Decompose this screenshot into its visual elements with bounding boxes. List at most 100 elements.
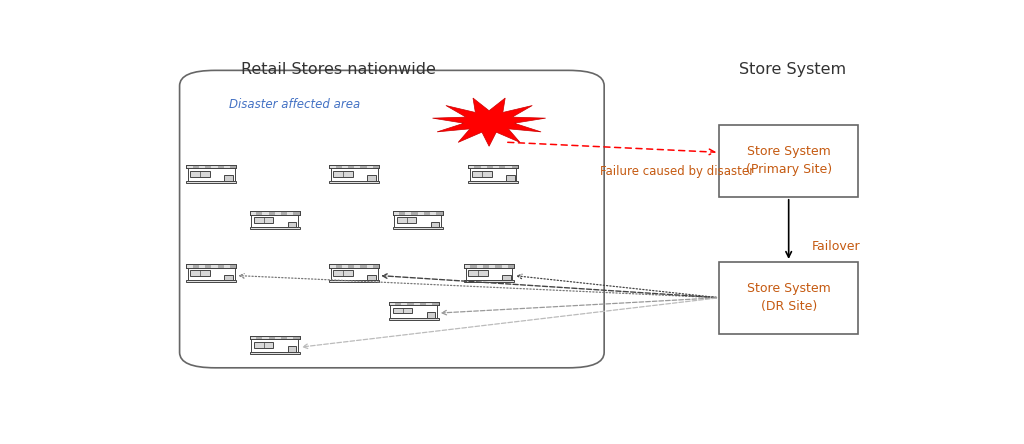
FancyBboxPatch shape <box>393 211 442 214</box>
FancyBboxPatch shape <box>464 280 514 282</box>
Polygon shape <box>432 98 546 146</box>
FancyBboxPatch shape <box>500 165 506 168</box>
FancyBboxPatch shape <box>193 165 199 168</box>
FancyBboxPatch shape <box>336 165 342 168</box>
FancyBboxPatch shape <box>224 274 232 280</box>
FancyBboxPatch shape <box>179 71 604 368</box>
FancyBboxPatch shape <box>373 264 379 268</box>
FancyBboxPatch shape <box>268 211 274 214</box>
FancyBboxPatch shape <box>224 175 232 181</box>
FancyBboxPatch shape <box>474 165 480 168</box>
Text: Failover: Failover <box>812 240 861 253</box>
FancyBboxPatch shape <box>368 175 376 181</box>
FancyBboxPatch shape <box>268 336 274 339</box>
FancyBboxPatch shape <box>333 270 353 276</box>
FancyBboxPatch shape <box>252 339 298 352</box>
FancyBboxPatch shape <box>390 305 437 317</box>
FancyBboxPatch shape <box>389 317 438 320</box>
FancyBboxPatch shape <box>186 181 237 183</box>
FancyBboxPatch shape <box>486 165 494 168</box>
FancyBboxPatch shape <box>254 218 273 223</box>
FancyBboxPatch shape <box>373 165 379 168</box>
FancyBboxPatch shape <box>330 264 379 268</box>
FancyBboxPatch shape <box>472 171 492 177</box>
FancyBboxPatch shape <box>436 211 442 214</box>
FancyBboxPatch shape <box>389 301 438 305</box>
FancyBboxPatch shape <box>252 214 298 227</box>
FancyBboxPatch shape <box>508 264 514 268</box>
FancyBboxPatch shape <box>506 175 515 181</box>
FancyBboxPatch shape <box>468 270 487 276</box>
FancyBboxPatch shape <box>360 264 367 268</box>
FancyBboxPatch shape <box>512 165 518 168</box>
FancyBboxPatch shape <box>193 264 199 268</box>
FancyBboxPatch shape <box>281 211 288 214</box>
FancyBboxPatch shape <box>190 171 210 177</box>
FancyBboxPatch shape <box>333 171 353 177</box>
FancyBboxPatch shape <box>230 264 237 268</box>
FancyBboxPatch shape <box>288 222 296 227</box>
FancyBboxPatch shape <box>719 262 858 333</box>
FancyBboxPatch shape <box>256 211 262 214</box>
FancyBboxPatch shape <box>288 346 296 352</box>
Text: Retail Stores nationwide: Retail Stores nationwide <box>241 62 436 77</box>
FancyBboxPatch shape <box>188 268 234 280</box>
FancyBboxPatch shape <box>250 227 300 229</box>
FancyBboxPatch shape <box>396 218 417 223</box>
Text: Disaster affected area: Disaster affected area <box>229 98 360 111</box>
FancyBboxPatch shape <box>256 336 262 339</box>
FancyBboxPatch shape <box>348 264 354 268</box>
FancyBboxPatch shape <box>188 168 234 181</box>
Text: Store System
(DR Site): Store System (DR Site) <box>746 282 830 313</box>
Text: Failure caused by disaster: Failure caused by disaster <box>600 165 755 178</box>
FancyBboxPatch shape <box>250 211 300 214</box>
FancyBboxPatch shape <box>331 268 378 280</box>
FancyBboxPatch shape <box>190 270 210 276</box>
FancyBboxPatch shape <box>250 336 300 339</box>
FancyBboxPatch shape <box>399 211 406 214</box>
FancyBboxPatch shape <box>331 168 378 181</box>
FancyBboxPatch shape <box>217 165 224 168</box>
Text: Store System: Store System <box>739 62 847 77</box>
FancyBboxPatch shape <box>230 165 237 168</box>
FancyBboxPatch shape <box>427 312 435 317</box>
FancyBboxPatch shape <box>393 227 442 229</box>
FancyBboxPatch shape <box>186 165 237 168</box>
FancyBboxPatch shape <box>395 301 401 305</box>
FancyBboxPatch shape <box>330 165 379 168</box>
FancyBboxPatch shape <box>393 308 413 313</box>
FancyBboxPatch shape <box>468 165 518 168</box>
FancyBboxPatch shape <box>250 352 300 354</box>
FancyBboxPatch shape <box>432 301 438 305</box>
FancyBboxPatch shape <box>205 165 211 168</box>
FancyBboxPatch shape <box>412 211 418 214</box>
FancyBboxPatch shape <box>336 264 342 268</box>
FancyBboxPatch shape <box>186 264 237 268</box>
FancyBboxPatch shape <box>468 181 518 183</box>
FancyBboxPatch shape <box>466 268 512 280</box>
FancyBboxPatch shape <box>186 280 237 282</box>
FancyBboxPatch shape <box>330 280 379 282</box>
FancyBboxPatch shape <box>483 264 489 268</box>
FancyBboxPatch shape <box>719 125 858 197</box>
FancyBboxPatch shape <box>408 301 414 305</box>
FancyBboxPatch shape <box>496 264 502 268</box>
FancyBboxPatch shape <box>368 274 376 280</box>
Text: Store System
(Primary Site): Store System (Primary Site) <box>745 146 831 176</box>
FancyBboxPatch shape <box>254 342 273 348</box>
FancyBboxPatch shape <box>502 274 511 280</box>
FancyBboxPatch shape <box>394 214 441 227</box>
FancyBboxPatch shape <box>464 264 514 268</box>
FancyBboxPatch shape <box>294 336 300 339</box>
FancyBboxPatch shape <box>281 336 288 339</box>
FancyBboxPatch shape <box>470 264 476 268</box>
FancyBboxPatch shape <box>470 168 516 181</box>
FancyBboxPatch shape <box>348 165 354 168</box>
FancyBboxPatch shape <box>420 301 426 305</box>
FancyBboxPatch shape <box>205 264 211 268</box>
FancyBboxPatch shape <box>217 264 224 268</box>
FancyBboxPatch shape <box>360 165 367 168</box>
FancyBboxPatch shape <box>431 222 439 227</box>
FancyBboxPatch shape <box>424 211 430 214</box>
FancyBboxPatch shape <box>294 211 300 214</box>
